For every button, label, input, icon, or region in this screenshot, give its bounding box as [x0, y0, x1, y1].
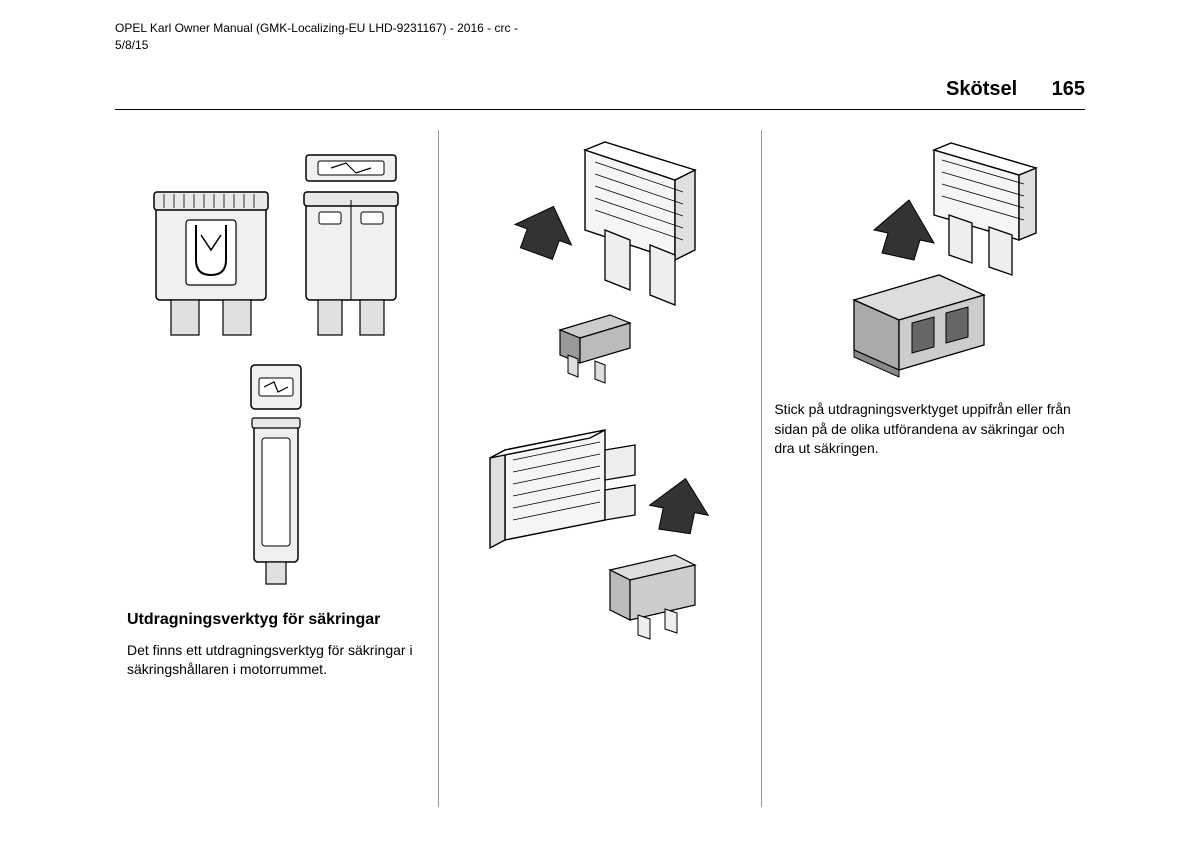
figure-puller-side: [451, 400, 750, 650]
column-3: Stick på utdragningsverktyget uppifrån e…: [762, 130, 1085, 807]
puller-top-illustration: [470, 140, 730, 390]
figure-puller-cartridge: [774, 140, 1073, 390]
meta-line-1: OPEL Karl Owner Manual (GMK-Localizing-E…: [115, 20, 518, 37]
figure-blade-fuses: [127, 140, 426, 350]
page-header: Skötsel 165: [115, 78, 1085, 110]
col3-body: Stick på utdragningsverktyget uppifrån e…: [774, 400, 1073, 459]
figure-puller-top: [451, 140, 750, 390]
page-number: 165: [1052, 78, 1085, 100]
content-columns: Utdragningsverktyg för säkringar Det fin…: [115, 130, 1085, 807]
meta-line-2: 5/8/15: [115, 37, 518, 54]
col1-body: Det finns ett utdragningsverktyg för säk…: [127, 641, 426, 680]
col1-subheading: Utdragningsverktyg för säkringar: [127, 610, 426, 631]
document-meta: OPEL Karl Owner Manual (GMK-Localizing-E…: [115, 20, 518, 54]
puller-cartridge-illustration: [794, 140, 1054, 390]
column-2: [439, 130, 763, 807]
figure-mini-fuse: [127, 360, 426, 590]
blade-fuses-illustration: [136, 140, 416, 350]
column-1: Utdragningsverktyg för säkringar Det fin…: [115, 130, 439, 807]
mini-fuse-illustration: [226, 360, 326, 590]
section-title: Skötsel: [946, 78, 1017, 100]
puller-side-illustration: [470, 400, 730, 650]
